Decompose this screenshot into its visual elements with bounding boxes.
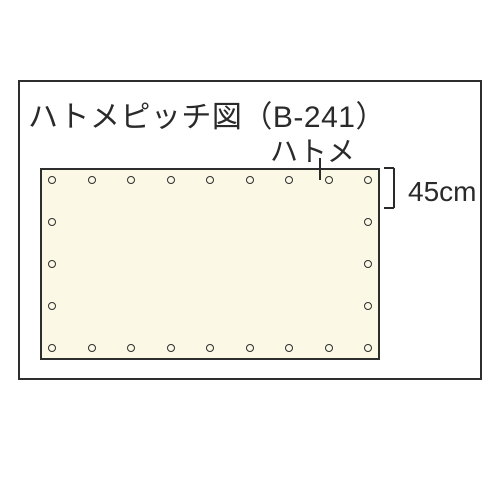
- grommet: [364, 218, 372, 226]
- grommet-leader-line: [319, 158, 321, 180]
- grommet: [88, 176, 96, 184]
- grommet: [364, 176, 372, 184]
- measurement-bracket-vertical: [393, 168, 395, 208]
- grommet: [364, 344, 372, 352]
- grommet: [246, 176, 254, 184]
- grommet: [285, 344, 293, 352]
- grommet: [127, 176, 135, 184]
- pitch-measurement-label: 45cm: [408, 176, 476, 208]
- grommet: [364, 260, 372, 268]
- grommet: [88, 344, 96, 352]
- grommet: [206, 176, 214, 184]
- grommet: [48, 302, 56, 310]
- tarp-sheet: [40, 168, 380, 360]
- grommet: [246, 344, 254, 352]
- grommet: [325, 344, 333, 352]
- grommet: [48, 344, 56, 352]
- grommet: [364, 302, 372, 310]
- grommet: [206, 344, 214, 352]
- grommet: [48, 260, 56, 268]
- grommet: [285, 176, 293, 184]
- grommet: [127, 344, 135, 352]
- diagram-canvas: ハトメピッチ図（B-241） ハトメ 45cm: [0, 0, 500, 500]
- measurement-bracket-bottom-arm: [384, 207, 394, 209]
- grommet: [325, 176, 333, 184]
- grommet: [48, 218, 56, 226]
- grommet: [48, 176, 56, 184]
- grommet: [167, 176, 175, 184]
- grommet: [167, 344, 175, 352]
- measurement-bracket-top-arm: [384, 167, 394, 169]
- grommet-label: ハトメ: [270, 130, 355, 170]
